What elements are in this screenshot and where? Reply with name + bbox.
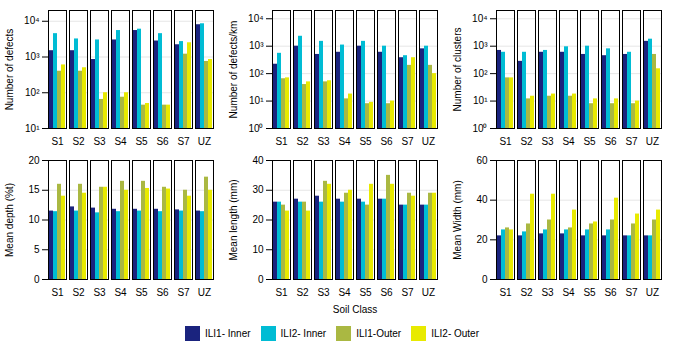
svg-text:20: 20 <box>476 234 488 245</box>
svg-text:S2: S2 <box>72 287 85 298</box>
svg-text:S6: S6 <box>604 136 617 147</box>
svg-text:S2: S2 <box>520 136 533 147</box>
svg-text:S7: S7 <box>401 287 414 298</box>
svg-text:20: 20 <box>28 155 40 166</box>
svg-text:S3: S3 <box>541 287 554 298</box>
svg-text:10: 10 <box>28 214 40 225</box>
svg-text:S6: S6 <box>156 287 169 298</box>
svg-text:S7: S7 <box>401 136 414 147</box>
svg-text:S1: S1 <box>499 287 512 298</box>
html-text:ILI1- Inner: ILI1- Inner <box>205 328 251 339</box>
svg-text:S1: S1 <box>275 136 288 147</box>
svg-text:S4: S4 <box>114 287 127 298</box>
svg-text:S6: S6 <box>156 136 169 147</box>
svg-text:S4: S4 <box>114 136 127 147</box>
svg-text:10¹: 10¹ <box>25 123 40 134</box>
svg-text:20: 20 <box>252 214 264 225</box>
svg-text:Mean Width (mm): Mean Width (mm) <box>452 180 463 259</box>
svg-text:UZ: UZ <box>646 287 659 298</box>
svg-text:S1: S1 <box>275 287 288 298</box>
svg-text:Number of clusters: Number of clusters <box>452 28 463 112</box>
svg-text:10²: 10² <box>249 68 264 79</box>
svg-text:S3: S3 <box>93 136 106 147</box>
svg-text:UZ: UZ <box>422 287 435 298</box>
svg-text:10⁴: 10⁴ <box>248 13 263 24</box>
svg-text:Mean depth (%t): Mean depth (%t) <box>4 183 15 257</box>
svg-text:10⁴: 10⁴ <box>472 13 487 24</box>
svg-text:10³: 10³ <box>249 40 264 51</box>
svg-text:S2: S2 <box>520 287 533 298</box>
svg-text:S5: S5 <box>135 287 148 298</box>
svg-text:10³: 10³ <box>25 51 40 62</box>
svg-text:10⁰: 10⁰ <box>248 123 263 134</box>
svg-text:S6: S6 <box>604 287 617 298</box>
svg-text:S4: S4 <box>338 136 351 147</box>
svg-text:S5: S5 <box>583 287 596 298</box>
svg-text:UZ: UZ <box>422 136 435 147</box>
svg-text:0: 0 <box>34 274 40 285</box>
svg-text:UZ: UZ <box>198 136 211 147</box>
svg-text:Mean length (mm): Mean length (mm) <box>228 179 239 260</box>
svg-text:S3: S3 <box>317 287 330 298</box>
svg-text:S7: S7 <box>177 136 190 147</box>
svg-text:S3: S3 <box>541 136 554 147</box>
html-text:ILI2- Outer: ILI2- Outer <box>431 328 479 339</box>
svg-text:10⁰: 10⁰ <box>472 123 487 134</box>
svg-text:S7: S7 <box>625 287 638 298</box>
svg-text:Number of defects: Number of defects <box>4 29 15 111</box>
svg-text:S4: S4 <box>562 136 575 147</box>
svg-text:S5: S5 <box>359 136 372 147</box>
html-text:ILI1-Outer: ILI1-Outer <box>356 328 402 339</box>
svg-text:10¹: 10¹ <box>473 95 488 106</box>
svg-text:0: 0 <box>482 274 488 285</box>
svg-text:10²: 10² <box>473 68 488 79</box>
svg-text:S1: S1 <box>499 136 512 147</box>
svg-text:S3: S3 <box>317 136 330 147</box>
svg-text:0: 0 <box>258 274 264 285</box>
svg-text:S6: S6 <box>380 287 393 298</box>
svg-text:S5: S5 <box>135 136 148 147</box>
svg-text:S7: S7 <box>625 136 638 147</box>
svg-text:S7: S7 <box>177 287 190 298</box>
svg-text:Number of defects/km: Number of defects/km <box>228 21 239 119</box>
svg-text:S4: S4 <box>562 287 575 298</box>
svg-text:UZ: UZ <box>646 136 659 147</box>
svg-text:10⁴: 10⁴ <box>24 15 39 26</box>
svg-text:S6: S6 <box>380 136 393 147</box>
svg-text:10: 10 <box>252 244 264 255</box>
svg-text:40: 40 <box>476 194 488 205</box>
svg-text:S2: S2 <box>296 287 309 298</box>
svg-text:S1: S1 <box>51 136 64 147</box>
svg-text:40: 40 <box>252 155 264 166</box>
svg-text:S2: S2 <box>72 136 85 147</box>
svg-text:10²: 10² <box>25 87 40 98</box>
svg-text:5: 5 <box>34 244 40 255</box>
svg-text:15: 15 <box>28 184 40 195</box>
svg-text:S5: S5 <box>583 136 596 147</box>
svg-text:10³: 10³ <box>473 40 488 51</box>
svg-text:S3: S3 <box>93 287 106 298</box>
svg-text:Soil Class: Soil Class <box>333 304 377 315</box>
svg-text:S2: S2 <box>296 136 309 147</box>
svg-text:S5: S5 <box>359 287 372 298</box>
svg-text:S4: S4 <box>338 287 351 298</box>
svg-text:S1: S1 <box>51 287 64 298</box>
svg-text:UZ: UZ <box>198 287 211 298</box>
svg-text:10¹: 10¹ <box>249 95 264 106</box>
html-text:ILI2- Inner: ILI2- Inner <box>280 328 327 339</box>
svg-text:60: 60 <box>476 155 488 166</box>
svg-text:30: 30 <box>252 184 264 195</box>
